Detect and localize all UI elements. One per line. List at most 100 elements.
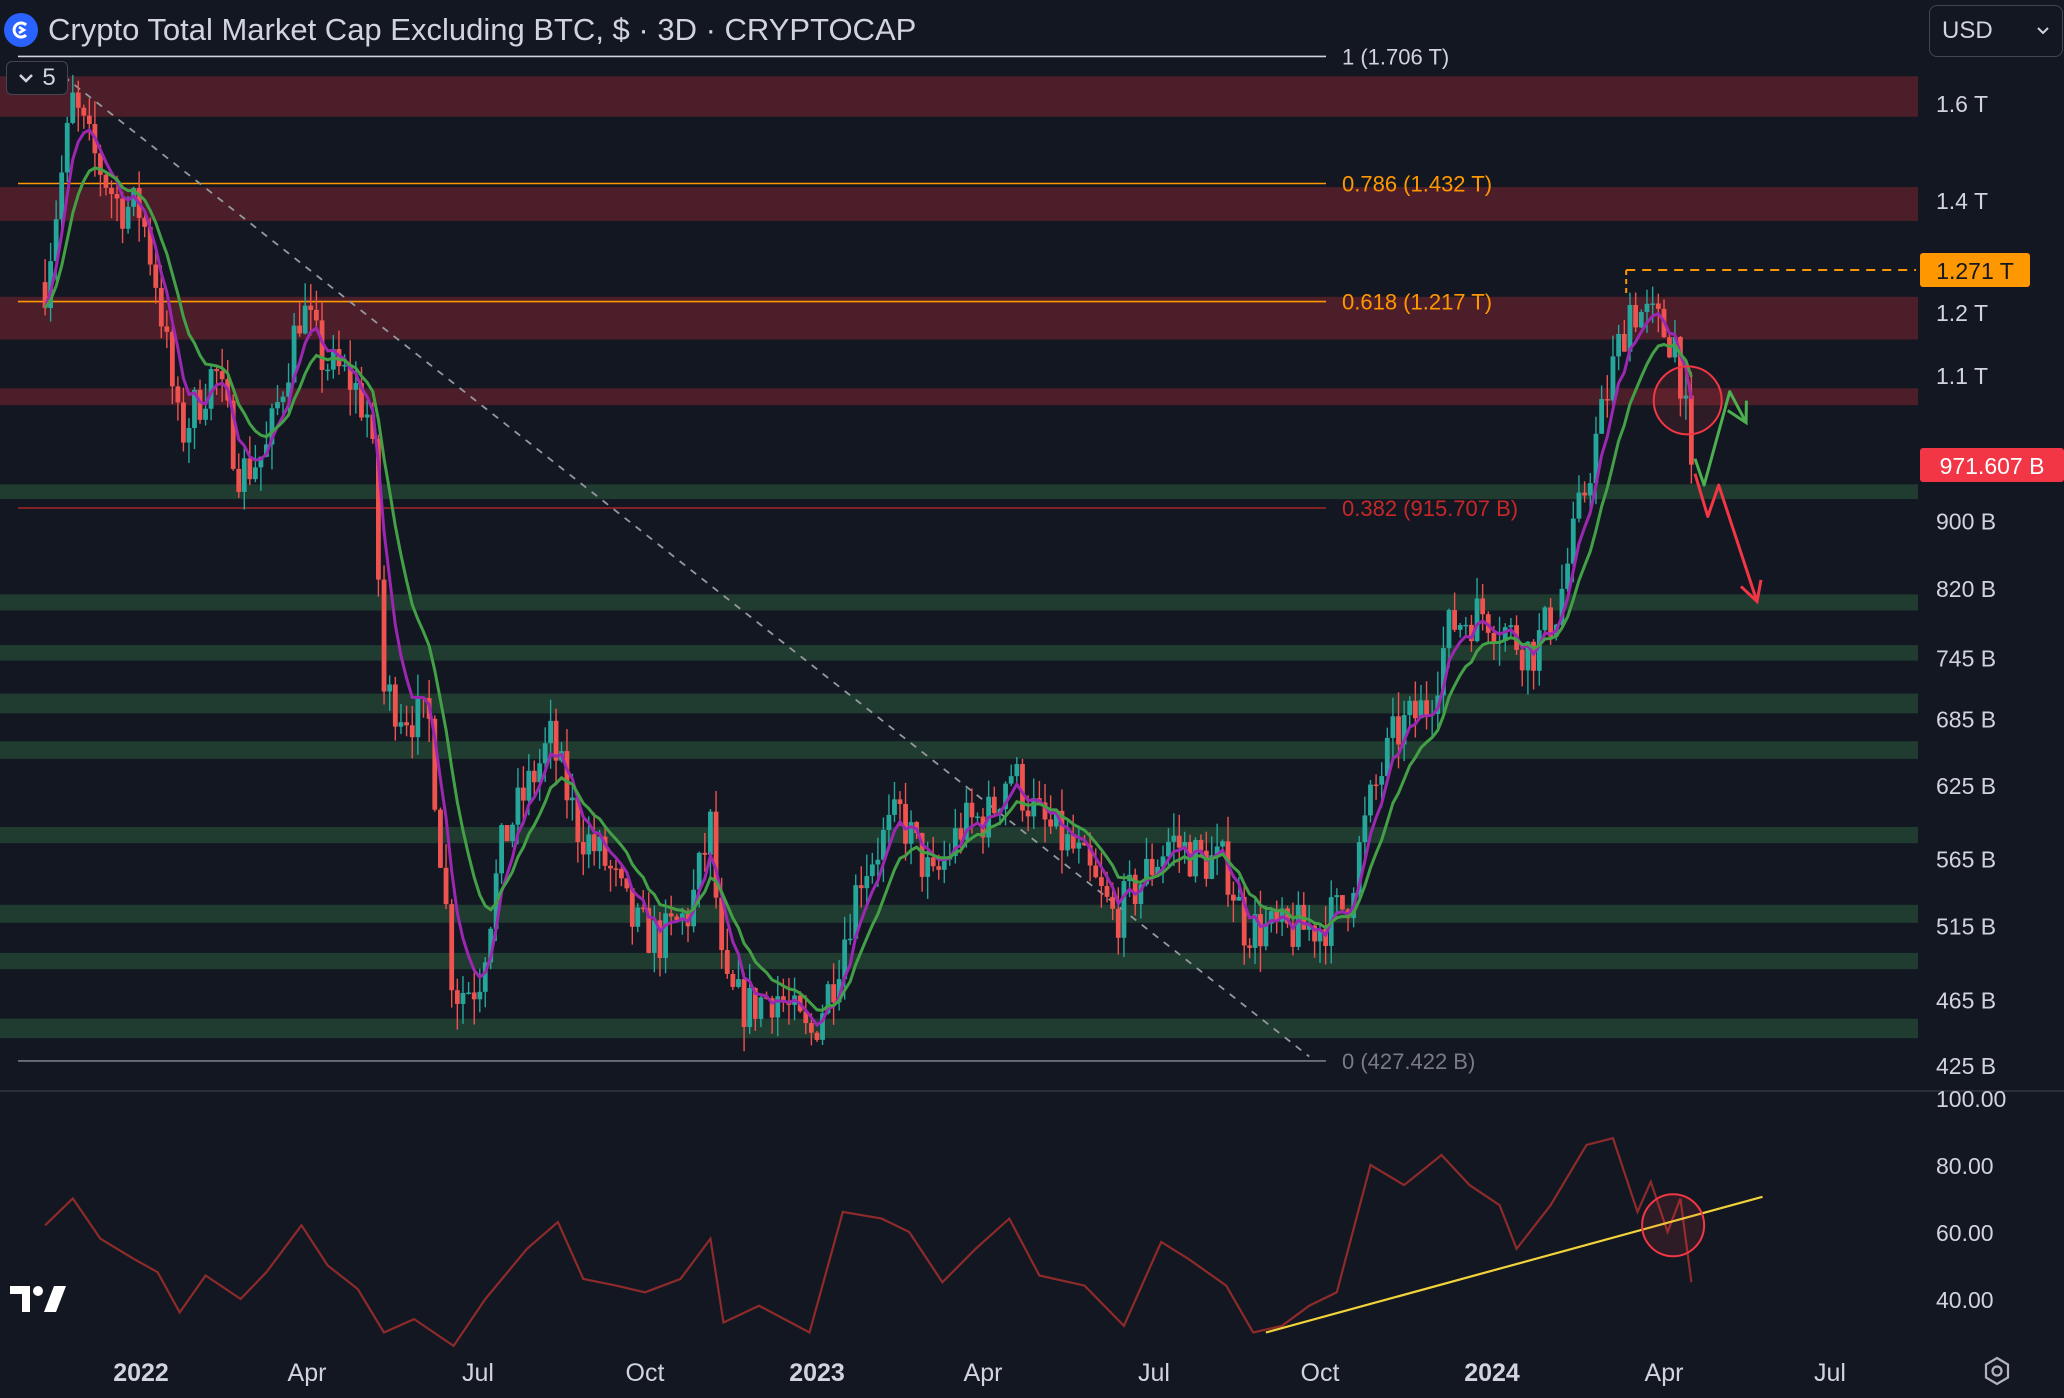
- candle-body: [526, 770, 532, 801]
- candle-body: [836, 979, 842, 1003]
- last-price-badge: [1920, 447, 2064, 482]
- candle-body: [353, 383, 359, 390]
- candle-body: [1519, 649, 1525, 671]
- candle-body: [1263, 923, 1269, 947]
- candle-body: [1474, 598, 1480, 642]
- candle-body: [302, 305, 308, 334]
- candle-body: [1031, 798, 1037, 817]
- candle-body: [81, 107, 87, 116]
- time-tick-label: 2022: [113, 1359, 169, 1387]
- candle-body: [586, 834, 592, 855]
- candle-body: [1048, 819, 1054, 827]
- candle-body: [1121, 881, 1127, 938]
- tradingview-logo-icon[interactable]: [8, 1282, 70, 1316]
- candle-body: [460, 992, 466, 1004]
- candle-body: [1295, 904, 1301, 947]
- candle-body: [531, 770, 537, 783]
- candle-body: [1340, 895, 1345, 910]
- candle-body: [342, 364, 347, 367]
- candle-body: [569, 797, 575, 801]
- candle-body: [387, 684, 393, 692]
- support-zone: [0, 1018, 1918, 1039]
- high-price-badge: [1920, 253, 2030, 288]
- candle-body: [847, 938, 853, 941]
- candle-body: [958, 828, 964, 840]
- candle-body: [1570, 518, 1576, 564]
- fibonacci-layer: 1 (1.706 T) 0.786 (1.432 T) 0.618 (1.217 T…: [18, 44, 1518, 1074]
- candle-body: [668, 913, 674, 917]
- time-tick-label: Jul: [462, 1359, 494, 1387]
- candle-body: [553, 720, 559, 761]
- candle-body: [1559, 588, 1565, 625]
- price-tick-label: 1.4 T: [1936, 188, 1988, 214]
- candle-body: [53, 219, 59, 262]
- gear-icon[interactable]: [1982, 1356, 2012, 1386]
- support-zone: [0, 904, 1918, 923]
- rsi-tick-label: 80.00: [1936, 1153, 1994, 1179]
- candle-body: [48, 261, 54, 308]
- candle-body: [1182, 841, 1188, 848]
- candle-body: [1463, 624, 1469, 627]
- bullish-projection-arrow-head: [1726, 400, 1748, 426]
- cryptocap-logo-icon: [4, 13, 38, 47]
- candle-body: [1491, 632, 1497, 643]
- candle-body: [597, 836, 603, 852]
- bearish-projection-arrow: [1693, 473, 1759, 602]
- time-axis[interactable]: 2022 Apr Jul Oct 2023 Apr Jul Oct 2024 Apr Jul: [113, 1359, 1846, 1387]
- price-tick-label: 745 B: [1936, 646, 1996, 672]
- candle-body: [1525, 641, 1531, 671]
- fib-level-label: 0.786 (1.432 T): [1342, 171, 1492, 196]
- chevron-down-icon: [2037, 27, 2049, 35]
- candle-body: [858, 885, 864, 889]
- currency-selector[interactable]: USD: [1929, 5, 2063, 57]
- chevron-down-icon: [19, 74, 34, 83]
- candle-body: [1306, 925, 1312, 930]
- candle-body: [153, 264, 159, 288]
- candle-body: [1650, 303, 1656, 305]
- candle-body: [280, 396, 286, 403]
- candle-body: [142, 217, 148, 227]
- candle-body: [1065, 834, 1070, 851]
- candle-body: [657, 920, 663, 959]
- candle-body: [651, 920, 657, 953]
- candle-body: [613, 868, 619, 870]
- candle-body: [869, 864, 875, 877]
- candle-body: [1480, 598, 1486, 615]
- time-tick-label: Apr: [288, 1359, 327, 1387]
- support-zone: [0, 693, 1918, 714]
- candle-body: [769, 998, 775, 1018]
- candle-body: [1356, 842, 1362, 893]
- symbol-title[interactable]: Crypto Total Market Cap Excluding BTC, $…: [48, 12, 917, 47]
- candle-body: [1138, 884, 1144, 905]
- candle-body: [258, 456, 264, 468]
- candle-body: [875, 859, 881, 865]
- candle-body: [488, 928, 494, 963]
- price-axis[interactable]: 1.6 T 1.4 T 1.2 T 1.1 T 900 B 820 B 745 B 685 B…: [1936, 91, 2006, 1313]
- candle-body: [120, 198, 125, 229]
- candle-body: [853, 885, 859, 939]
- candle-body: [158, 287, 164, 327]
- candle-body: [1407, 700, 1413, 716]
- candle-body: [580, 841, 586, 855]
- candle-body: [1098, 877, 1104, 886]
- price-tick-label: 685 B: [1936, 707, 1996, 733]
- candle-body: [1593, 433, 1599, 484]
- price-tick-label: 515 B: [1936, 914, 1996, 940]
- candle-body: [719, 897, 725, 951]
- candle-body: [75, 92, 81, 108]
- candle-body: [1003, 783, 1008, 810]
- candle-body: [1599, 399, 1605, 434]
- candle-body: [881, 830, 886, 860]
- candle-body: [1132, 874, 1138, 905]
- candle-body: [1093, 865, 1099, 878]
- candle-body: [542, 743, 548, 764]
- candle-body: [758, 997, 764, 1019]
- fib-level-label: 0.382 (915.707 B): [1342, 496, 1518, 521]
- candle-body: [1688, 395, 1694, 465]
- candle-body: [247, 458, 253, 480]
- candle-body: [1446, 610, 1452, 649]
- indicator-collapse-button[interactable]: 5: [6, 61, 68, 95]
- annotation-layer: 1.271 T 971.607 B: [1625, 253, 2064, 605]
- fib-level-label: 0 (427.422 B): [1342, 1049, 1475, 1074]
